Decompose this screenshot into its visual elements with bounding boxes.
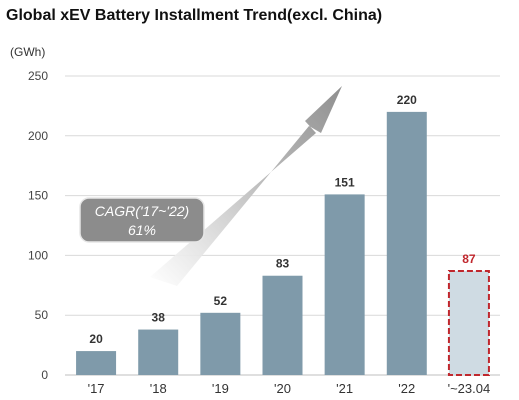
x-tick-label: '17 <box>88 381 105 396</box>
x-tick-label: '22 <box>398 381 415 396</box>
cagr-annotation-line1: CAGR('17~'22) <box>95 203 189 219</box>
x-tick-label: '19 <box>212 381 229 396</box>
cagr-annotation: CAGR('17~'22) 61% <box>79 197 205 243</box>
y-axis-unit-label: (GWh) <box>10 45 46 59</box>
value-labels: 20 38 52 83 151 220 87 <box>89 93 476 346</box>
bar <box>386 111 427 375</box>
y-tick-label: 100 <box>28 248 48 262</box>
x-tick-label: '~23.04 <box>448 381 491 396</box>
bar-value-label: 52 <box>214 294 228 308</box>
y-tick-label: 250 <box>28 69 48 83</box>
y-axis-ticks: 0 50 100 150 200 250 <box>28 69 48 382</box>
growth-arrow-icon <box>150 86 342 286</box>
chart-title: Global xEV Battery Installment Trend(exc… <box>6 7 383 24</box>
y-tick-label: 150 <box>28 189 48 203</box>
bar-value-label: 83 <box>276 257 290 271</box>
bar <box>76 351 117 375</box>
x-axis-labels: '17 '18 '19 '20 '21 '22 '~23.04 <box>88 381 491 396</box>
bar <box>262 275 303 375</box>
growth-arrow <box>150 86 342 286</box>
bar-value-label: 220 <box>397 93 417 107</box>
bar <box>324 194 365 375</box>
cagr-annotation-box <box>79 197 205 243</box>
y-tick-label: 0 <box>41 368 48 382</box>
x-tick-label: '20 <box>274 381 291 396</box>
bar-value-label: 151 <box>335 175 355 189</box>
bar-value-label: 20 <box>89 332 103 346</box>
y-tick-label: 200 <box>28 129 48 143</box>
y-tick-label: 50 <box>35 308 49 322</box>
x-tick-label: '18 <box>150 381 167 396</box>
bar <box>138 329 179 375</box>
x-tick-label: '21 <box>336 381 353 396</box>
bar-highlighted <box>447 269 490 376</box>
bar <box>200 312 241 375</box>
cagr-annotation-line2: 61% <box>128 222 156 238</box>
bars <box>76 111 490 376</box>
bar-value-label: 87 <box>462 252 476 266</box>
bar-value-label: 38 <box>152 311 166 325</box>
